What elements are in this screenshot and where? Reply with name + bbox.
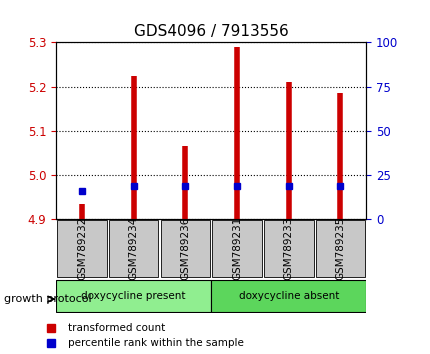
Text: GSM789233: GSM789233 [283,217,293,280]
FancyBboxPatch shape [212,220,261,277]
Text: growth protocol: growth protocol [4,294,92,304]
FancyBboxPatch shape [56,280,211,312]
FancyBboxPatch shape [160,220,210,277]
FancyBboxPatch shape [57,220,107,277]
Title: GDS4096 / 7913556: GDS4096 / 7913556 [133,23,288,39]
FancyBboxPatch shape [263,220,313,277]
Text: GSM789235: GSM789235 [335,217,345,280]
Text: transformed count: transformed count [68,322,165,332]
Text: doxycycline present: doxycycline present [81,291,185,301]
Text: GSM789234: GSM789234 [128,217,138,280]
FancyBboxPatch shape [315,220,365,277]
Text: percentile rank within the sample: percentile rank within the sample [68,338,243,348]
Text: GSM789236: GSM789236 [180,217,190,280]
Text: GSM789231: GSM789231 [231,217,242,280]
Text: GSM789232: GSM789232 [77,217,87,280]
FancyBboxPatch shape [211,280,366,312]
FancyBboxPatch shape [108,220,158,277]
Text: doxycycline absent: doxycycline absent [238,291,338,301]
